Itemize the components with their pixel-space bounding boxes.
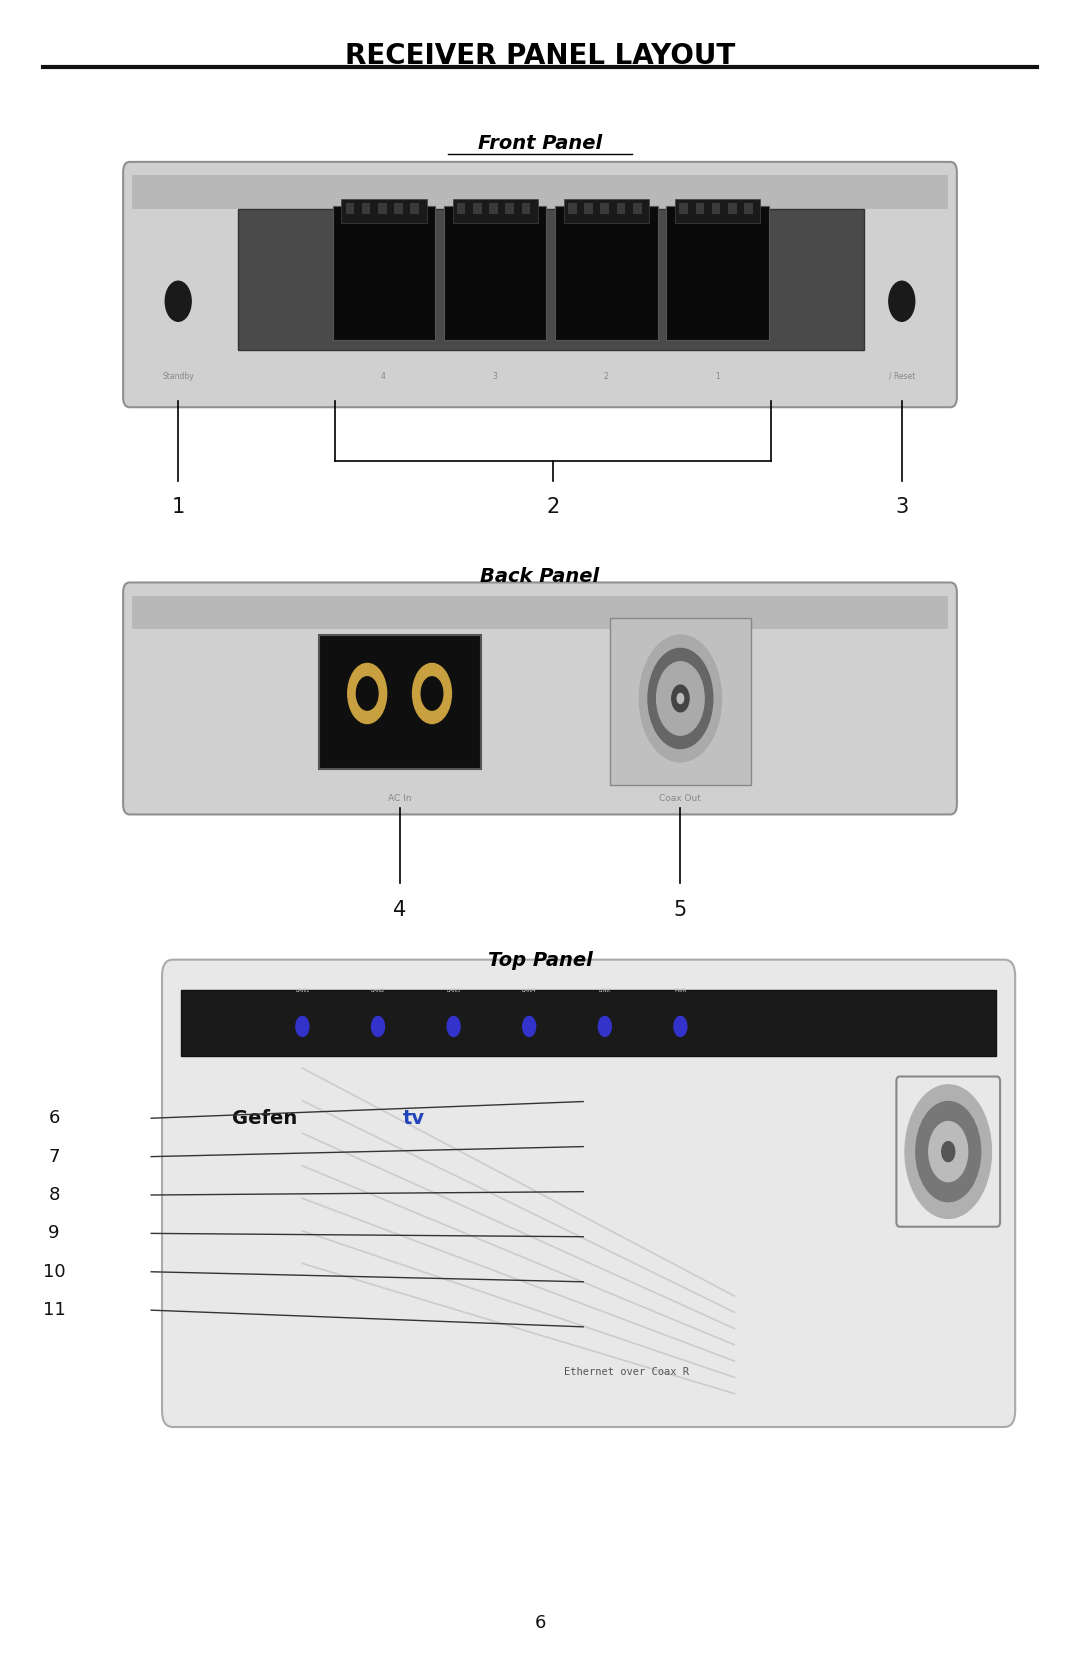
Bar — [319, 636, 481, 768]
Bar — [333, 207, 435, 340]
FancyBboxPatch shape — [162, 960, 1015, 1427]
Text: Front Panel: Front Panel — [478, 134, 602, 152]
Bar — [600, 204, 609, 215]
Bar — [444, 207, 546, 340]
Bar — [181, 990, 996, 1056]
Text: Top Panel: Top Panel — [488, 951, 592, 970]
Circle shape — [348, 663, 387, 724]
Text: 8: 8 — [49, 1187, 59, 1203]
Text: LAN1: LAN1 — [295, 988, 310, 993]
Bar — [410, 204, 419, 215]
Bar — [564, 200, 649, 224]
Bar — [666, 207, 769, 340]
Bar — [473, 204, 482, 215]
Text: 5: 5 — [674, 900, 687, 920]
Circle shape — [598, 1016, 611, 1036]
FancyBboxPatch shape — [123, 582, 957, 814]
Text: 6: 6 — [49, 1110, 59, 1127]
Circle shape — [447, 1016, 460, 1036]
Text: / Reset: / Reset — [889, 372, 915, 381]
Text: Coax Out: Coax Out — [660, 794, 701, 803]
Bar — [341, 200, 427, 224]
Text: 2: 2 — [604, 372, 608, 381]
Circle shape — [672, 686, 689, 711]
Text: AC In: AC In — [388, 794, 411, 803]
Text: RECEIVER PANEL LAYOUT: RECEIVER PANEL LAYOUT — [345, 42, 735, 70]
Bar — [568, 204, 577, 215]
Bar — [744, 204, 753, 215]
Bar — [457, 204, 465, 215]
Circle shape — [929, 1122, 968, 1182]
Bar — [728, 204, 737, 215]
Bar — [633, 204, 642, 215]
Circle shape — [296, 1016, 309, 1036]
Bar — [712, 204, 720, 215]
Text: 1: 1 — [715, 372, 719, 381]
Bar — [505, 204, 514, 215]
Text: 3: 3 — [492, 372, 497, 381]
Text: LAN2: LAN2 — [370, 988, 386, 993]
Text: Standby: Standby — [162, 372, 194, 381]
Text: 4: 4 — [381, 372, 386, 381]
Circle shape — [657, 663, 704, 734]
Text: 10: 10 — [43, 1263, 65, 1280]
Text: 1: 1 — [172, 497, 185, 517]
Bar — [679, 204, 688, 215]
Text: LAN4: LAN4 — [522, 988, 537, 993]
Text: 3: 3 — [895, 497, 908, 517]
Circle shape — [165, 280, 191, 320]
Circle shape — [648, 648, 713, 748]
Circle shape — [905, 1085, 991, 1218]
Circle shape — [421, 678, 443, 711]
Bar — [346, 204, 354, 215]
Bar — [238, 209, 864, 350]
Text: Gefen: Gefen — [232, 1108, 297, 1128]
Bar — [617, 204, 625, 215]
Bar — [522, 204, 530, 215]
Circle shape — [523, 1016, 536, 1036]
Text: 9: 9 — [49, 1225, 59, 1242]
Bar — [555, 207, 658, 340]
Circle shape — [942, 1142, 955, 1162]
Bar — [610, 619, 751, 786]
Text: LINK: LINK — [598, 988, 611, 993]
FancyBboxPatch shape — [123, 162, 957, 407]
Circle shape — [639, 636, 721, 761]
Bar — [584, 204, 593, 215]
Circle shape — [916, 1102, 981, 1202]
Bar — [378, 204, 387, 215]
Text: 7: 7 — [49, 1148, 59, 1165]
Text: LAN3: LAN3 — [446, 988, 461, 993]
Circle shape — [372, 1016, 384, 1036]
Text: Ethernet over Coax R: Ethernet over Coax R — [564, 1367, 689, 1377]
Text: 4: 4 — [393, 900, 406, 920]
Bar — [132, 175, 948, 209]
Circle shape — [677, 694, 684, 704]
Bar — [675, 200, 760, 224]
Circle shape — [889, 280, 915, 320]
Text: PWR: PWR — [674, 988, 687, 993]
Text: 2: 2 — [546, 497, 559, 517]
Circle shape — [356, 678, 378, 711]
Bar — [453, 200, 538, 224]
Text: Back Panel: Back Panel — [481, 567, 599, 586]
Bar — [132, 596, 948, 629]
Text: tv: tv — [403, 1108, 424, 1128]
Bar — [489, 204, 498, 215]
Text: 6: 6 — [535, 1614, 545, 1632]
Circle shape — [413, 663, 451, 724]
Circle shape — [674, 1016, 687, 1036]
Bar — [394, 204, 403, 215]
Bar — [696, 204, 704, 215]
Text: 11: 11 — [42, 1302, 66, 1319]
Bar — [362, 204, 370, 215]
